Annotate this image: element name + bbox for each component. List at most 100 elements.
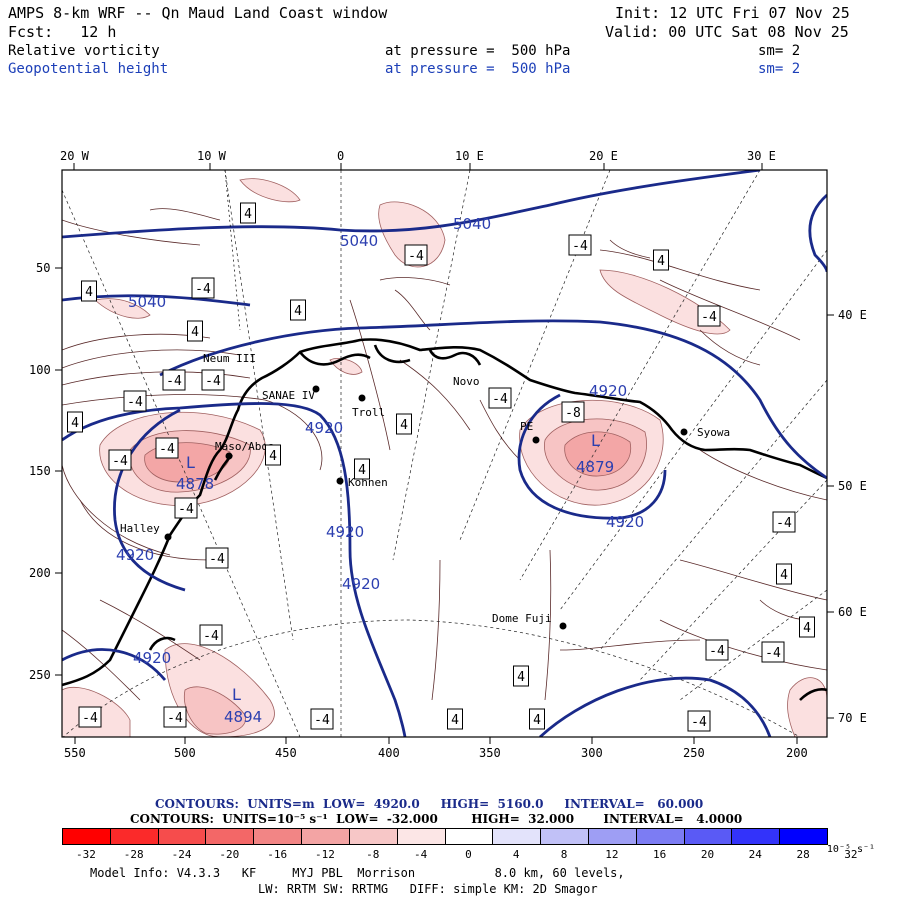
valid-time: Valid: 00 UTC Sat 08 Nov 25	[605, 23, 849, 41]
colorbar-segment	[396, 828, 446, 845]
vorticity-label-box	[265, 444, 281, 466]
field1-smoothing: sm= 2	[758, 43, 801, 59]
lon-label-top: 10 W	[197, 149, 226, 163]
vorticity-label: -4	[314, 713, 330, 728]
station-neumayer: Neum III	[203, 352, 256, 365]
low-marker: L	[186, 453, 195, 472]
colorbar-tick-label: 12	[605, 848, 619, 861]
height-label: 4920	[606, 513, 644, 531]
colorbar-tick-label: 16	[653, 848, 667, 861]
vorticity-label: 4	[533, 713, 541, 728]
height-label: 4920	[326, 523, 364, 541]
vorticity-label: -4	[203, 629, 219, 644]
vorticity-label-box	[205, 547, 229, 569]
vorticity-label-box	[697, 305, 721, 327]
station-markers	[164, 385, 688, 630]
colorbar-tick-label: 20	[700, 848, 715, 861]
vorticity-label-box	[772, 511, 796, 533]
vorticity-contours	[62, 208, 827, 701]
vorticity-label-box	[799, 616, 815, 638]
lon-label-right: 70 E	[838, 711, 867, 725]
field2-name: Geopotential height	[8, 61, 169, 77]
lon-label-right: 40 E	[838, 308, 867, 322]
vorticity-label: -4	[167, 711, 183, 726]
init-time: Init: 12 UTC Fri 07 Nov 25	[615, 4, 850, 22]
vorticity-label-box	[81, 280, 97, 302]
vorticity-label: -4	[408, 249, 424, 264]
vorticity-label-box	[290, 299, 306, 321]
field1-level: at pressure = 500 hPa	[385, 43, 571, 59]
colorbar-tick-label: -28	[123, 848, 144, 861]
station-halley: Halley	[120, 522, 160, 535]
vorticity-label-box	[396, 413, 412, 435]
colorbar-segment	[157, 828, 207, 845]
x-label-bottom: 350	[479, 746, 501, 760]
vorticity-label: -4	[701, 310, 717, 325]
vorticity-label: -4	[82, 711, 98, 726]
vorticity-label: 4	[71, 416, 79, 431]
vorticity-label: 4	[191, 325, 199, 340]
vorticity-label-box	[513, 665, 529, 687]
colorbar-tick-label: -16	[267, 848, 288, 861]
height-label: 4920	[305, 419, 343, 437]
height-contours	[62, 170, 827, 737]
colorbar-tick-label: -4	[413, 848, 428, 861]
vorticity-label: -4	[195, 282, 211, 297]
forecast-hour: Fcst: 12 h	[8, 23, 117, 41]
colorbar-tick-label: -20	[219, 848, 240, 861]
colorbar-tick-label: 0	[465, 848, 472, 861]
vorticity-label: -4	[691, 715, 707, 730]
colorbar-unit: 10⁻⁵ s⁻¹	[826, 844, 876, 855]
height-label: 4920	[133, 649, 171, 667]
colorbar-segment	[731, 828, 781, 845]
vorticity-label-box	[761, 641, 785, 663]
y-label-left: 150	[29, 464, 51, 478]
vorticity-label-box	[123, 390, 147, 412]
vorticity-label: 4	[358, 463, 366, 478]
vorticity-label-box	[653, 249, 669, 271]
vorticity-label-box	[310, 708, 334, 730]
vorticity-label-box	[404, 244, 428, 266]
vorticity-label: -4	[765, 646, 781, 661]
height-label: 4920	[342, 575, 380, 593]
vorticity-label: -4	[159, 442, 175, 457]
vorticity-label: 4	[269, 449, 277, 464]
colorbar-segment	[492, 828, 542, 845]
height-label: 4920	[116, 546, 154, 564]
coastline	[62, 338, 827, 701]
vorticity-label: -4	[492, 392, 508, 407]
physics-info: LW: RRTM SW: RRTMG DIFF: simple KM: 2D S…	[258, 882, 598, 896]
vorticity-label: 4	[451, 713, 459, 728]
x-label-bottom: 550	[64, 746, 86, 760]
low-value: 4878	[176, 475, 214, 493]
y-label-left: 50	[36, 261, 51, 275]
vorticity-label-box	[201, 369, 225, 391]
vorticity-label: -4	[776, 516, 792, 531]
x-label-bottom: 450	[275, 746, 297, 760]
vorticity-label: 4	[780, 568, 788, 583]
vorticity-label: -4	[205, 374, 221, 389]
vorticity-shading	[62, 178, 827, 737]
colorbar-tick-label: -12	[315, 848, 335, 861]
station-syowa: Syowa	[697, 426, 730, 439]
station-dome-fuji: Dome Fuji	[492, 612, 552, 625]
vorticity-label: -4	[112, 454, 128, 469]
x-label-bottom: 200	[786, 746, 808, 760]
y-label-left: 100	[29, 363, 51, 377]
colorbar-tick-label: 8	[560, 848, 568, 861]
model-info: Model Info: V4.3.3 KF MYJ PBL Morrison 8…	[90, 866, 625, 880]
x-label-bottom: 250	[683, 746, 705, 760]
vorticity-contour-info: CONTOURS: UNITS=10⁻⁵ s⁻¹ LOW= -32.000 HI…	[130, 812, 743, 826]
vorticity-label: -4	[572, 239, 588, 254]
station-pe: PE	[520, 420, 533, 433]
vorticity-label-box	[199, 624, 223, 646]
vorticity-label-box	[67, 411, 83, 433]
low-value: 4879	[576, 458, 614, 476]
vorticity-label: 4	[517, 670, 525, 685]
colorbar-tick-label: -32	[75, 848, 96, 861]
lon-label-top: 20 E	[589, 149, 618, 163]
colorbar-segment	[444, 828, 494, 845]
vorticity-label: 4	[657, 254, 665, 269]
x-label-bottom: 500	[174, 746, 196, 760]
